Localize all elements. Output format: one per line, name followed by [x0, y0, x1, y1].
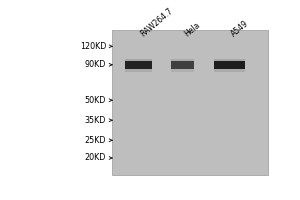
Bar: [112, 30, 268, 175]
Text: 20KD: 20KD: [85, 153, 106, 162]
Bar: [125, 59, 152, 66]
Text: Hela: Hela: [183, 21, 202, 39]
Bar: [171, 66, 194, 72]
Bar: [214, 59, 245, 66]
Text: 35KD: 35KD: [85, 116, 106, 125]
Text: 25KD: 25KD: [85, 136, 106, 145]
Text: 50KD: 50KD: [85, 96, 106, 105]
Bar: [171, 59, 194, 66]
Bar: [171, 61, 194, 69]
Text: A549: A549: [229, 19, 250, 39]
Bar: [214, 66, 245, 72]
Text: RAW264.7: RAW264.7: [139, 6, 175, 39]
Bar: [214, 61, 245, 69]
Bar: [125, 66, 152, 72]
Text: 90KD: 90KD: [85, 60, 106, 69]
Text: 120KD: 120KD: [80, 42, 106, 51]
Bar: [125, 61, 152, 69]
